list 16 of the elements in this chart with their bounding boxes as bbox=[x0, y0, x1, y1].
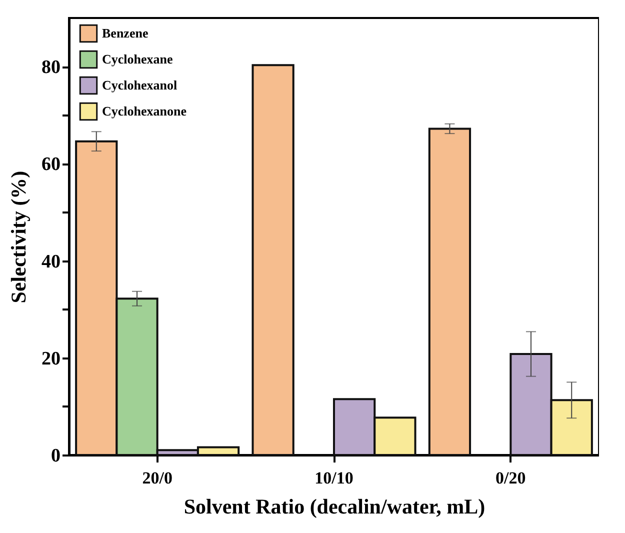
x-axis-title: Solvent Ratio (decalin/water, mL) bbox=[184, 494, 486, 518]
x-tick-label: 0/20 bbox=[496, 468, 526, 488]
bar bbox=[428, 128, 472, 456]
y-tick-label: 20 bbox=[42, 348, 60, 370]
x-tick-label: 20/0 bbox=[142, 468, 172, 488]
legend-label: Cyclohexanol bbox=[102, 78, 178, 92]
y-axis-title: Selectivity (%) bbox=[6, 170, 30, 304]
y-tick-label: 40 bbox=[42, 251, 60, 272]
legend-label: Cyclohexane bbox=[102, 52, 173, 66]
y-tick-label: 0 bbox=[51, 446, 60, 466]
legend-label: Cyclohexanone bbox=[102, 104, 187, 118]
legend-label: Benzene bbox=[102, 26, 148, 40]
y-tick-label: 80 bbox=[42, 57, 60, 78]
y-tick-label: 60 bbox=[42, 154, 60, 176]
x-tick-label: 10/10 bbox=[314, 468, 354, 488]
bar bbox=[252, 64, 294, 456]
